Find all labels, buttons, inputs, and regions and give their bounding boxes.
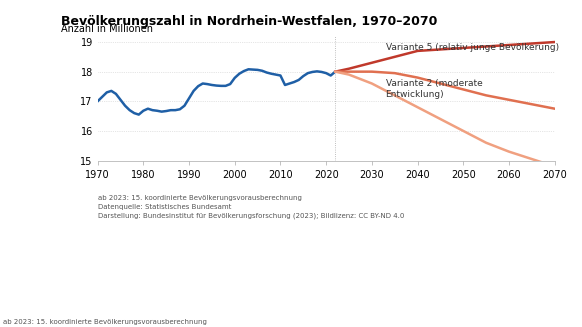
Text: Variante 4 (relativ alte Bevölkerung): Variante 4 (relativ alte Bevölkerung) — [0, 326, 1, 327]
Text: Darstellung: Bundesinstitut für Bevölkerungsforschung (2023); Bildlizenz: CC BY-: Darstellung: Bundesinstitut für Bevölker… — [98, 213, 404, 219]
Text: Anzahl in Millionen: Anzahl in Millionen — [61, 24, 153, 34]
Text: Datenquelle: Statistisches Bundesamt: Datenquelle: Statistisches Bundesamt — [98, 204, 231, 210]
Text: ab 2023: 15. koordinierte Bevölkerungsvorausberechnung: ab 2023: 15. koordinierte Bevölkerungsvo… — [98, 195, 301, 201]
Text: Variante 2 (moderate
Entwicklung): Variante 2 (moderate Entwicklung) — [385, 79, 482, 99]
Text: Bevölkerungszahl in Nordrhein-Westfalen, 1970–2070: Bevölkerungszahl in Nordrhein-Westfalen,… — [61, 15, 438, 28]
Text: ab 2023: 15. koordinierte Bevölkerungsvorausberechnung: ab 2023: 15. koordinierte Bevölkerungsvo… — [3, 319, 207, 325]
Text: Variante 5 (relativ junge Bevölkerung): Variante 5 (relativ junge Bevölkerung) — [385, 43, 559, 52]
